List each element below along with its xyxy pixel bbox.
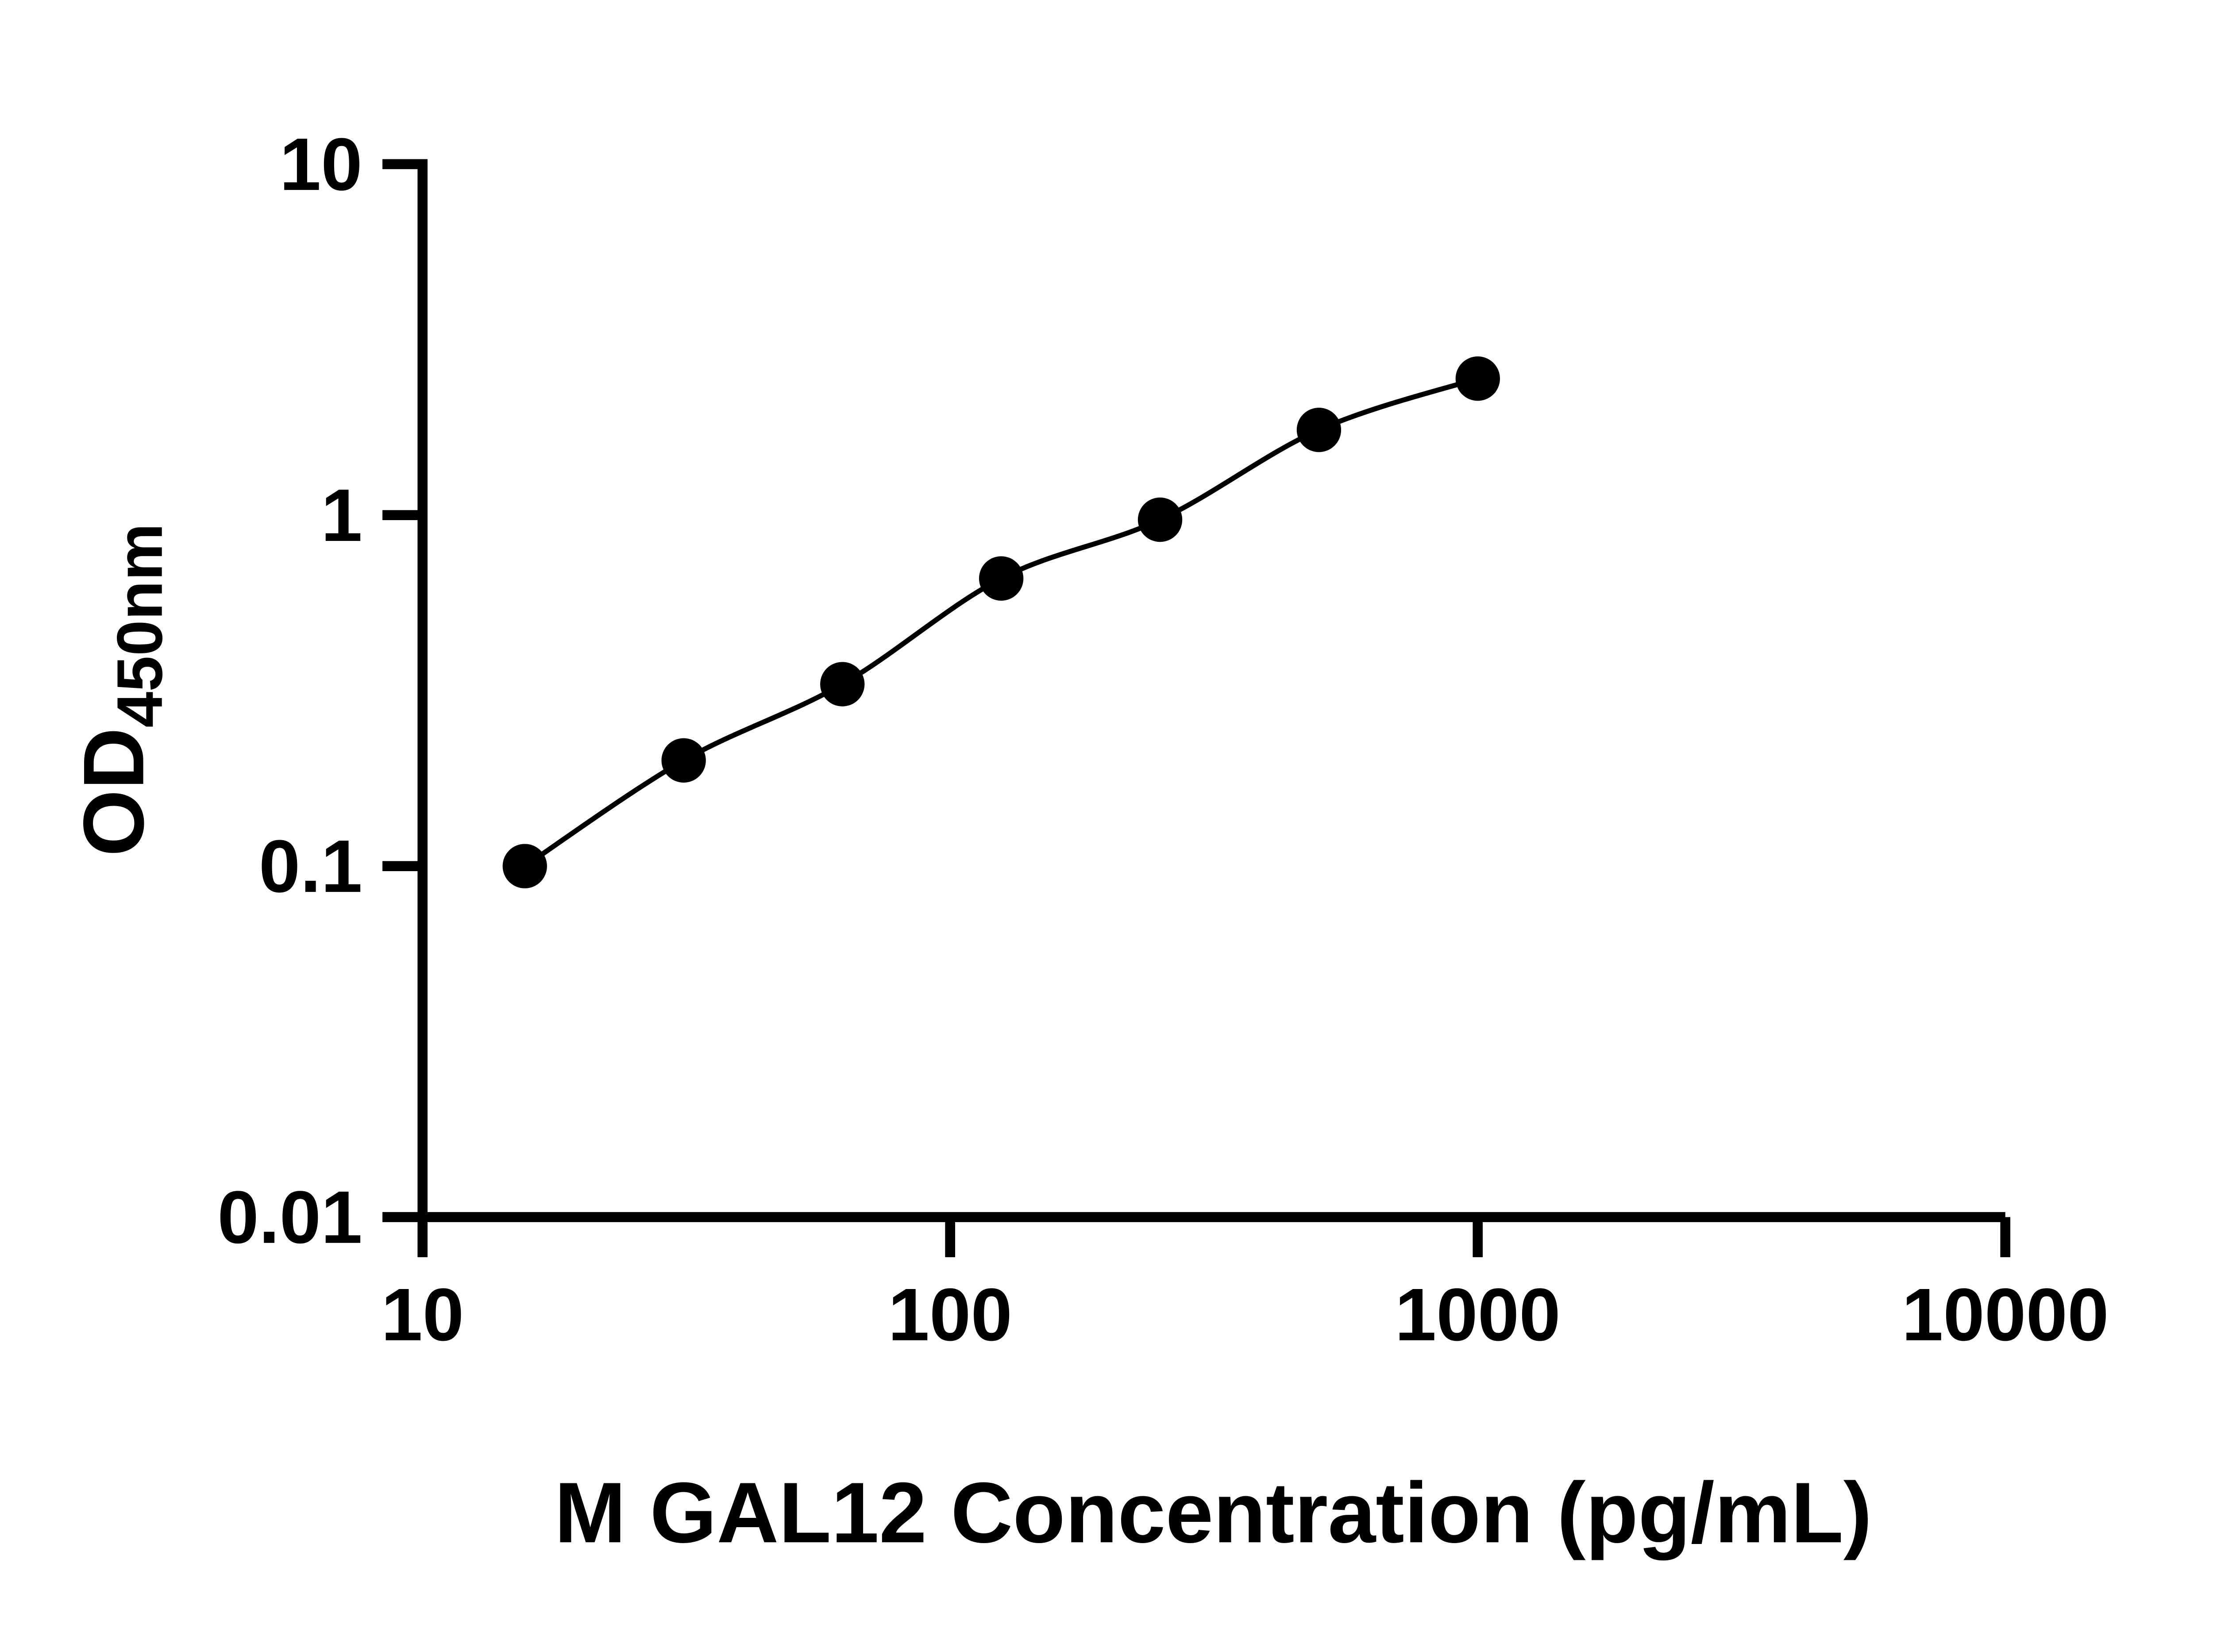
x-axis-tick-label: 10 [381, 1273, 464, 1356]
data-point [1455, 356, 1500, 401]
data-point [979, 556, 1024, 601]
x-axis-tick-label: 100 [888, 1273, 1012, 1356]
axis-spines [417, 159, 2005, 1222]
axes: 10 100 1000 10000 10 1 0.1 0.01 [217, 123, 2109, 1356]
x-axis-title: M GAL12 Concentration (pg/mL) [555, 1465, 1872, 1561]
plot-series [502, 356, 1500, 888]
data-point [1296, 408, 1342, 452]
fit-curve [523, 376, 1479, 868]
data-point [820, 662, 865, 706]
y-axis-tick-label: 0.01 [217, 1176, 362, 1259]
y-axis-tick-label: 10 [280, 123, 362, 206]
x-axis-tick-label: 10000 [1902, 1273, 2109, 1356]
data-point [1137, 497, 1183, 542]
y-axis-tick-label: 0.1 [259, 825, 362, 908]
data-point [502, 844, 547, 888]
y-axis-title-subscript: 450nm [104, 523, 176, 727]
data-point [661, 738, 706, 783]
y-axis-title: OD450nm [66, 523, 176, 857]
y-axis-title-base: OD [66, 728, 162, 857]
y-axis-tick-label: 1 [321, 474, 362, 557]
x-axis-tick-label: 1000 [1395, 1273, 1561, 1356]
